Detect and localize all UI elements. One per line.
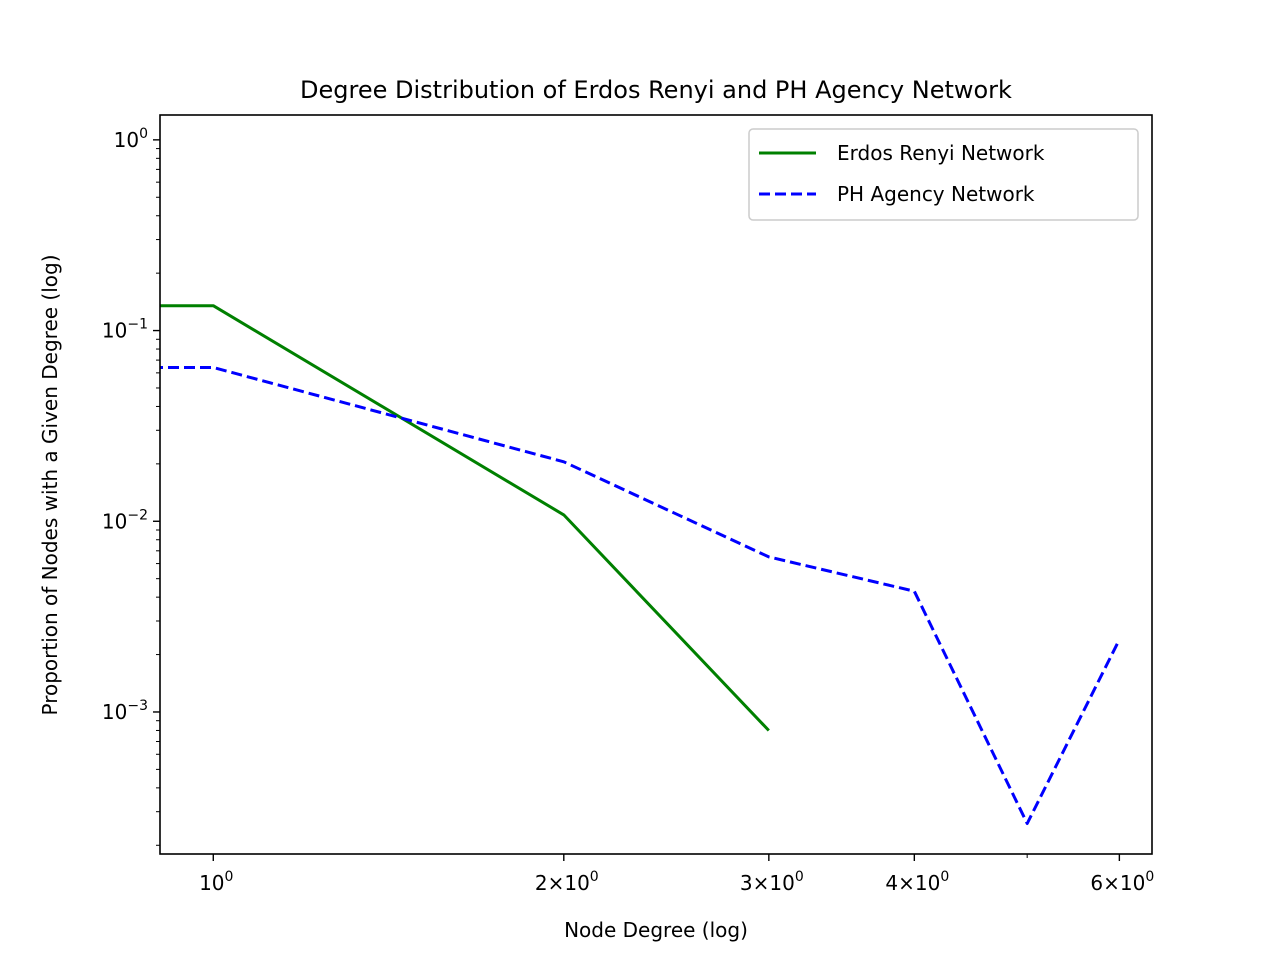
x-tick-label: 2×100: [535, 869, 599, 895]
x-tick-label: 100: [199, 869, 233, 895]
x-axis: 100 2×100 3×100 4×100 6×100: [199, 854, 1154, 895]
legend-label: PH Agency Network: [837, 182, 1035, 206]
legend-box: [748, 128, 1139, 221]
x-tick-label: 3×100: [740, 869, 804, 895]
y-tick-label: 10−3: [102, 698, 148, 724]
x-axis-label: Node Degree (log): [564, 918, 748, 942]
chart-title: Degree Distribution of Erdos Renyi and P…: [300, 76, 1012, 104]
plot-area: [160, 115, 1152, 854]
y-tick-label: 10−2: [102, 507, 148, 533]
series-lines: [160, 304, 1121, 825]
y-tick-label: 100: [114, 126, 148, 152]
y-axis-label: Proportion of Nodes with a Given Degree …: [38, 254, 62, 715]
y-tick-label: 10−1: [102, 317, 148, 343]
legend: Erdos Renyi Network PH Agency Network: [748, 128, 1139, 221]
legend-label: Erdos Renyi Network: [837, 141, 1045, 165]
x-tick-label: 4×100: [885, 869, 949, 895]
series-line-ph-agency: [160, 366, 1121, 825]
x-tick-label: 6×100: [1090, 869, 1154, 895]
y-axis: 100 10−1 10−2 10−3: [102, 126, 160, 846]
series-line-erdos-renyi: [160, 304, 770, 732]
plot-frame: [159, 114, 1153, 855]
